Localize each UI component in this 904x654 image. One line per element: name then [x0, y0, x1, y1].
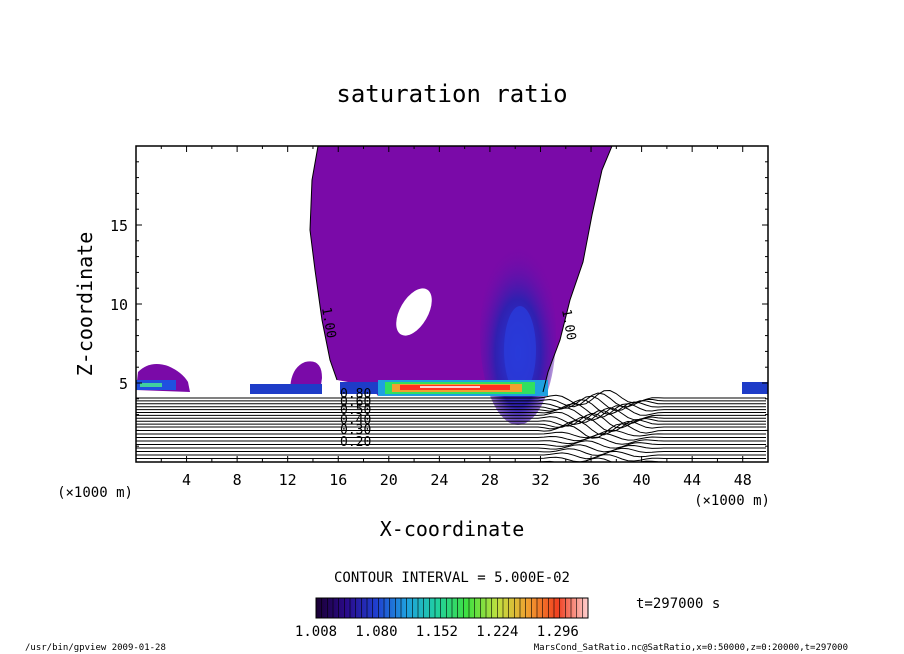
y-tick-label: 15 — [110, 217, 128, 235]
plot-area — [136, 146, 768, 462]
contour-line — [136, 403, 766, 418]
x-axis-label: X-coordinate — [380, 517, 525, 541]
contour-line — [136, 412, 766, 429]
x-tick-label: 8 — [233, 471, 242, 489]
y-tick-label: 10 — [110, 296, 128, 314]
contour-line — [136, 423, 766, 439]
time-label: t=297000 s — [636, 596, 720, 612]
colorbar-label: 1.080 — [355, 624, 397, 640]
contour-interval-text: CONTOUR INTERVAL = 5.000E-02 — [334, 570, 570, 586]
contour-line — [583, 461, 595, 462]
contour-line — [136, 450, 766, 460]
contour-line — [136, 432, 766, 442]
x-tick-label: 44 — [683, 471, 701, 489]
x-tick-label: 36 — [582, 471, 600, 489]
x-tick-label: 40 — [633, 471, 651, 489]
y-axis-label: Z-coordinate — [73, 232, 97, 377]
y-tick-label: 5 — [119, 375, 128, 393]
contour-line — [136, 405, 766, 421]
contour-line — [136, 447, 766, 456]
chart-title: saturation ratio — [336, 80, 567, 108]
contour-line — [136, 444, 766, 453]
x-tick-label: 48 — [734, 471, 752, 489]
x-tick-label: 16 — [329, 471, 347, 489]
contour-label-080: 0.80 — [340, 387, 371, 402]
contour-label-040: 0.40 — [340, 413, 371, 428]
contour-line — [136, 392, 766, 408]
contour-line — [136, 436, 766, 445]
footer-right: MarsCond_SatRatio.nc@SatRatio,x=0:50000,… — [534, 643, 848, 653]
x-tick-label: 24 — [430, 471, 448, 489]
contour-line — [136, 416, 766, 433]
contour-line — [136, 389, 766, 406]
contour-line — [136, 395, 766, 412]
plume-hole — [396, 288, 432, 336]
contour-line — [136, 407, 766, 423]
contour-line — [136, 399, 766, 415]
x-tick-label: 12 — [279, 471, 297, 489]
contour-label-030: 0.30 — [340, 423, 371, 438]
colorbar-label: 1.224 — [476, 624, 518, 640]
y-axis: 5 10 15 — [110, 161, 768, 447]
x-tick-label: 20 — [380, 471, 398, 489]
contour-line — [136, 454, 766, 462]
contour-lines — [136, 389, 766, 462]
x-tick-label: 4 — [182, 471, 191, 489]
contour-label-050: 0.50 — [340, 403, 371, 418]
contour-label-060: 0.60 — [340, 395, 371, 410]
footer-left: /usr/bin/gpview 2009-01-28 — [25, 643, 166, 653]
x-unit-label: (×1000 m) — [694, 493, 770, 509]
contour-line — [136, 440, 766, 449]
contour-label-right: 1.00 — [558, 308, 578, 341]
contour-line — [136, 410, 766, 426]
contour-line — [136, 429, 766, 439]
contour-label-left: 1.00 — [318, 306, 338, 339]
z-unit-label: (×1000 m) — [57, 485, 133, 501]
x-axis: 4 8 12 16 20 24 28 32 36 40 44 48 — [160, 146, 752, 489]
x-tick-label: 32 — [531, 471, 549, 489]
colorbar-label: 1.008 — [295, 624, 337, 640]
contour-line — [136, 420, 766, 436]
colorbar-label: 1.152 — [416, 624, 458, 640]
colorbar-ticks — [315, 598, 589, 618]
contour-label-020: 0.20 — [340, 435, 371, 450]
x-tick-label: 28 — [481, 471, 499, 489]
colorbar-labels: 1.008 1.080 1.152 1.224 1.296 — [295, 624, 579, 640]
colorbar-label: 1.296 — [537, 624, 579, 640]
